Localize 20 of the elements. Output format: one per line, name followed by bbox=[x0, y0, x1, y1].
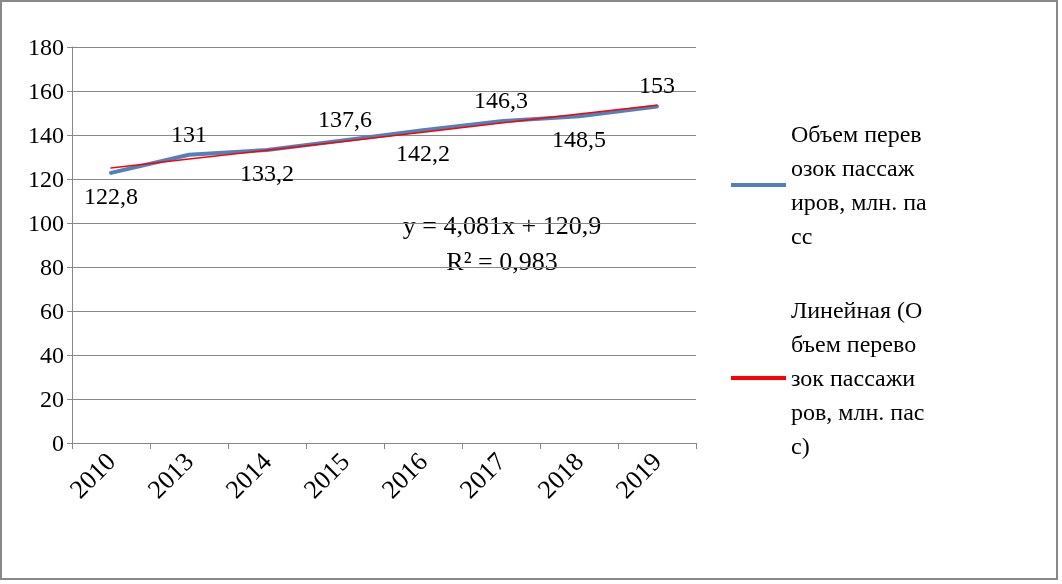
y-tick-label: 60 bbox=[40, 298, 64, 324]
data-label: 122,8 bbox=[84, 182, 138, 209]
legend-label: Объем перевозок пассажиров, млн. пасс bbox=[791, 121, 928, 249]
data-label: 142,2 bbox=[396, 140, 450, 167]
y-tick-label: 20 bbox=[40, 386, 64, 412]
data-label: 146,3 bbox=[474, 87, 528, 114]
legend-label: Линейная (Объем перевозок пассажиров, млн. пасс) bbox=[791, 297, 925, 459]
data-label: 131 bbox=[171, 120, 207, 147]
y-tick-label: 120 bbox=[28, 166, 64, 192]
y-tick-label: 0 bbox=[52, 430, 64, 456]
data-label: 148,5 bbox=[552, 126, 606, 153]
y-tick-label: 180 bbox=[28, 34, 64, 60]
y-tick-label: 80 bbox=[40, 254, 64, 280]
y-tick-label: 160 bbox=[28, 78, 64, 104]
y-tick-label: 100 bbox=[28, 210, 64, 236]
y-tick-label: 40 bbox=[40, 342, 64, 368]
data-label: 137,6 bbox=[318, 106, 372, 133]
data-label: 133,2 bbox=[240, 159, 294, 186]
y-tick-label: 140 bbox=[28, 122, 64, 148]
data-label: 153 bbox=[639, 72, 675, 99]
